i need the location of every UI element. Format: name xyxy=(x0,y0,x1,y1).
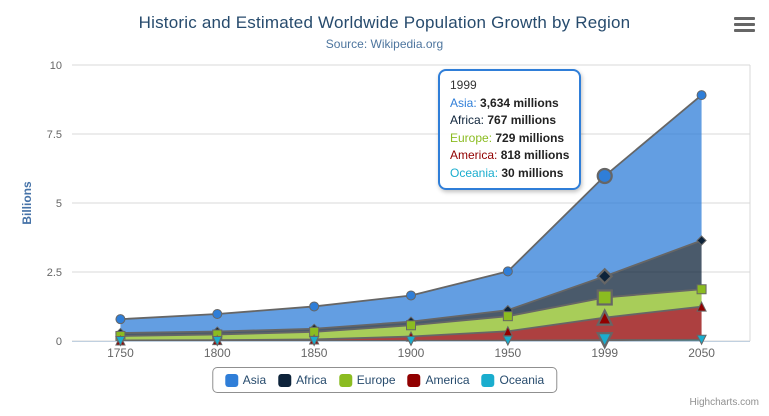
legend-item-europe[interactable]: Europe xyxy=(338,373,396,387)
export-menu-button[interactable] xyxy=(734,17,755,32)
x-axis-label: 1750 xyxy=(107,346,134,360)
y-axis-label: 10 xyxy=(50,60,62,72)
legend-item-oceania[interactable]: Oceania xyxy=(481,373,545,387)
tooltip-series-value: 3,634 millions xyxy=(480,95,559,110)
tooltip-series-value: 729 millions xyxy=(495,130,565,145)
legend-item-america[interactable]: America xyxy=(407,373,470,387)
legend: Asia Africa Europe America Oceania xyxy=(211,367,558,393)
legend-swatch-oceania xyxy=(481,373,495,387)
chart-title: Historic and Estimated Worldwide Populat… xyxy=(138,13,631,32)
y-axis-label: 5 xyxy=(56,198,62,210)
chart-subtitle: Source: Wikipedia.org xyxy=(325,37,444,51)
tooltip-series-name: Asia: xyxy=(450,95,481,110)
tooltip-series-name: Oceania: xyxy=(450,165,502,180)
x-axis-label: 1900 xyxy=(398,346,425,360)
tooltip-row: Africa: 767 millions xyxy=(450,112,569,130)
area-america[interactable] xyxy=(120,306,702,341)
x-axis-label: 2050 xyxy=(688,346,715,360)
hamburger-icon xyxy=(734,29,755,32)
marker-asia-1950[interactable] xyxy=(502,266,513,277)
marker-asia-1800[interactable] xyxy=(212,309,223,320)
marker-europe-1950[interactable] xyxy=(502,311,513,322)
x-axis-label: 1999 xyxy=(591,346,618,360)
marker-america-1999[interactable] xyxy=(595,308,614,326)
credits-link[interactable]: Highcharts.com xyxy=(689,397,759,408)
tooltip-series-name: Africa: xyxy=(450,113,488,127)
marker-oceania-1800[interactable] xyxy=(211,335,223,347)
tooltip-series-value: 818 millions xyxy=(500,148,570,162)
marker-europe-1900[interactable] xyxy=(406,320,416,331)
marker-asia-1850[interactable] xyxy=(309,301,320,312)
legend-label: Europe xyxy=(356,373,396,387)
marker-oceania-1900[interactable] xyxy=(405,335,417,347)
legend-item-africa[interactable]: Africa xyxy=(278,373,327,387)
tooltip-row: Europe: 729 millions xyxy=(450,130,569,148)
marker-asia-1750[interactable] xyxy=(115,314,126,325)
tooltip-row: Oceania: 30 millions xyxy=(450,165,569,183)
tooltip-header: 1999 xyxy=(450,78,477,92)
marker-oceania-1750[interactable] xyxy=(115,335,126,347)
y-axis-label: 0 xyxy=(56,336,62,348)
hamburger-icon xyxy=(734,17,755,20)
legend-swatch-europe xyxy=(338,373,352,387)
legend-label: Asia xyxy=(242,373,267,387)
x-axis-label: 1850 xyxy=(301,346,328,360)
legend-label: Africa xyxy=(296,373,327,387)
x-axis-label: 1950 xyxy=(495,346,522,360)
area-asia[interactable] xyxy=(120,95,702,334)
marker-africa-2050[interactable] xyxy=(696,235,707,246)
legend-item-asia[interactable]: Asia xyxy=(224,373,267,387)
marker-asia-1999[interactable] xyxy=(596,167,613,185)
tooltip-series-name: America: xyxy=(450,148,501,162)
marker-oceania-2050[interactable] xyxy=(696,334,707,346)
legend-label: Oceania xyxy=(499,373,545,387)
y-axis-title: Billions xyxy=(20,181,34,225)
marker-asia-2050[interactable] xyxy=(696,90,707,101)
y-axis-label: 7.5 xyxy=(47,129,62,141)
tooltip-series-name: Europe: xyxy=(450,130,496,145)
marker-europe-1999[interactable] xyxy=(596,289,613,306)
tooltip: 1999 Asia: 3,634 millions Africa: 767 mil… xyxy=(438,69,582,190)
marker-asia-1900[interactable] xyxy=(406,290,416,301)
legend-swatch-africa xyxy=(278,373,292,387)
marker-oceania-1999[interactable] xyxy=(595,332,614,350)
tooltip-row: Asia: 3,634 millions xyxy=(450,95,569,113)
tooltip-series-value: 30 millions xyxy=(501,165,564,180)
hamburger-icon xyxy=(734,23,755,26)
tooltip-row: America: 818 millions xyxy=(450,147,569,165)
legend-label: America xyxy=(425,373,470,387)
area-africa[interactable] xyxy=(120,240,702,336)
marker-oceania-1950[interactable] xyxy=(502,335,514,347)
legend-swatch-america xyxy=(407,373,421,387)
marker-europe-2050[interactable] xyxy=(696,284,707,295)
tooltip-series-value: 767 millions xyxy=(487,113,557,127)
marker-oceania-1850[interactable] xyxy=(308,335,320,347)
x-axis-label: 1800 xyxy=(204,346,231,360)
y-axis-label: 2.5 xyxy=(47,267,62,279)
legend-swatch-asia xyxy=(224,373,238,387)
marker-america-2050[interactable] xyxy=(696,300,707,312)
marker-africa-1999[interactable] xyxy=(596,267,614,285)
